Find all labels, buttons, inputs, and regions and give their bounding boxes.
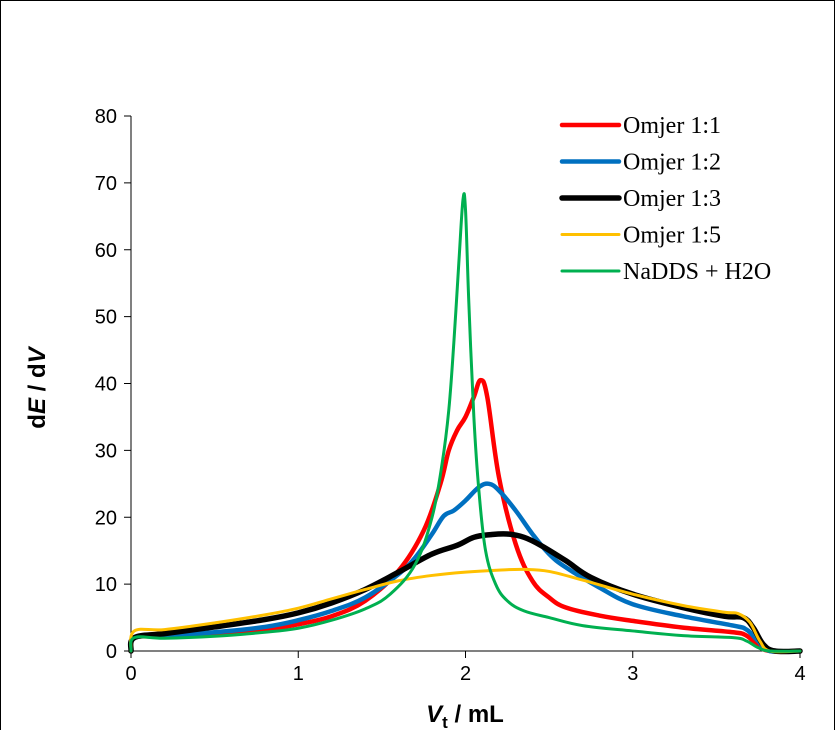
- legend-item-omjer-1-3: Omjer 1:3: [559, 186, 721, 212]
- x-tick-label: 4: [794, 663, 805, 685]
- y-tick-label: 50: [95, 307, 117, 329]
- plot-lines: [127, 192, 803, 655]
- x-axis-title: Vt / mL: [426, 701, 504, 731]
- series-line-omjer-1-1: [128, 377, 803, 654]
- y-tick-label: 80: [95, 106, 117, 128]
- y-tick-label: 60: [95, 240, 117, 262]
- legend-item-omjer-1-1: Omjer 1:1: [559, 113, 721, 139]
- y-tick-label: 20: [95, 507, 117, 529]
- legend-item-nadds-h2o: NaDDS + H2O: [560, 259, 771, 285]
- legend-label: Omjer 1:1: [623, 113, 721, 139]
- legend-item-omjer-1-2: Omjer 1:2: [559, 150, 721, 176]
- y-tick-label: 10: [95, 574, 117, 596]
- y-tick-label: 40: [95, 374, 117, 396]
- y-tick-label: 70: [95, 173, 117, 195]
- legend-label: Omjer 1:2: [623, 150, 721, 176]
- series-line-omjer-1-5: [129, 567, 802, 654]
- x-tick-label: 1: [293, 663, 304, 685]
- y-tick-label: 30: [95, 440, 117, 462]
- legend: Omjer 1:1 Omjer 1:2 Omjer 1:3 Omjer 1:5 NaDD…: [559, 113, 771, 285]
- y-tick-label: 0: [106, 641, 117, 663]
- y-axis-title: dE / dV: [24, 345, 51, 428]
- legend-label: Omjer 1:3: [623, 186, 721, 212]
- x-tick-label: 0: [125, 663, 136, 685]
- series-line-omjer-1-3: [127, 531, 803, 655]
- axes: 0 10 20 30 40 50 60 70 80 0 1 2 3 4: [95, 106, 806, 685]
- x-tick-label: 3: [627, 663, 638, 685]
- legend-item-omjer-1-5: Omjer 1:5: [560, 223, 721, 249]
- series-line-nadds-h2o: [129, 192, 802, 653]
- legend-label: NaDDS + H2O: [623, 259, 771, 285]
- x-tick-label: 2: [460, 663, 471, 685]
- legend-label: Omjer 1:5: [623, 223, 721, 249]
